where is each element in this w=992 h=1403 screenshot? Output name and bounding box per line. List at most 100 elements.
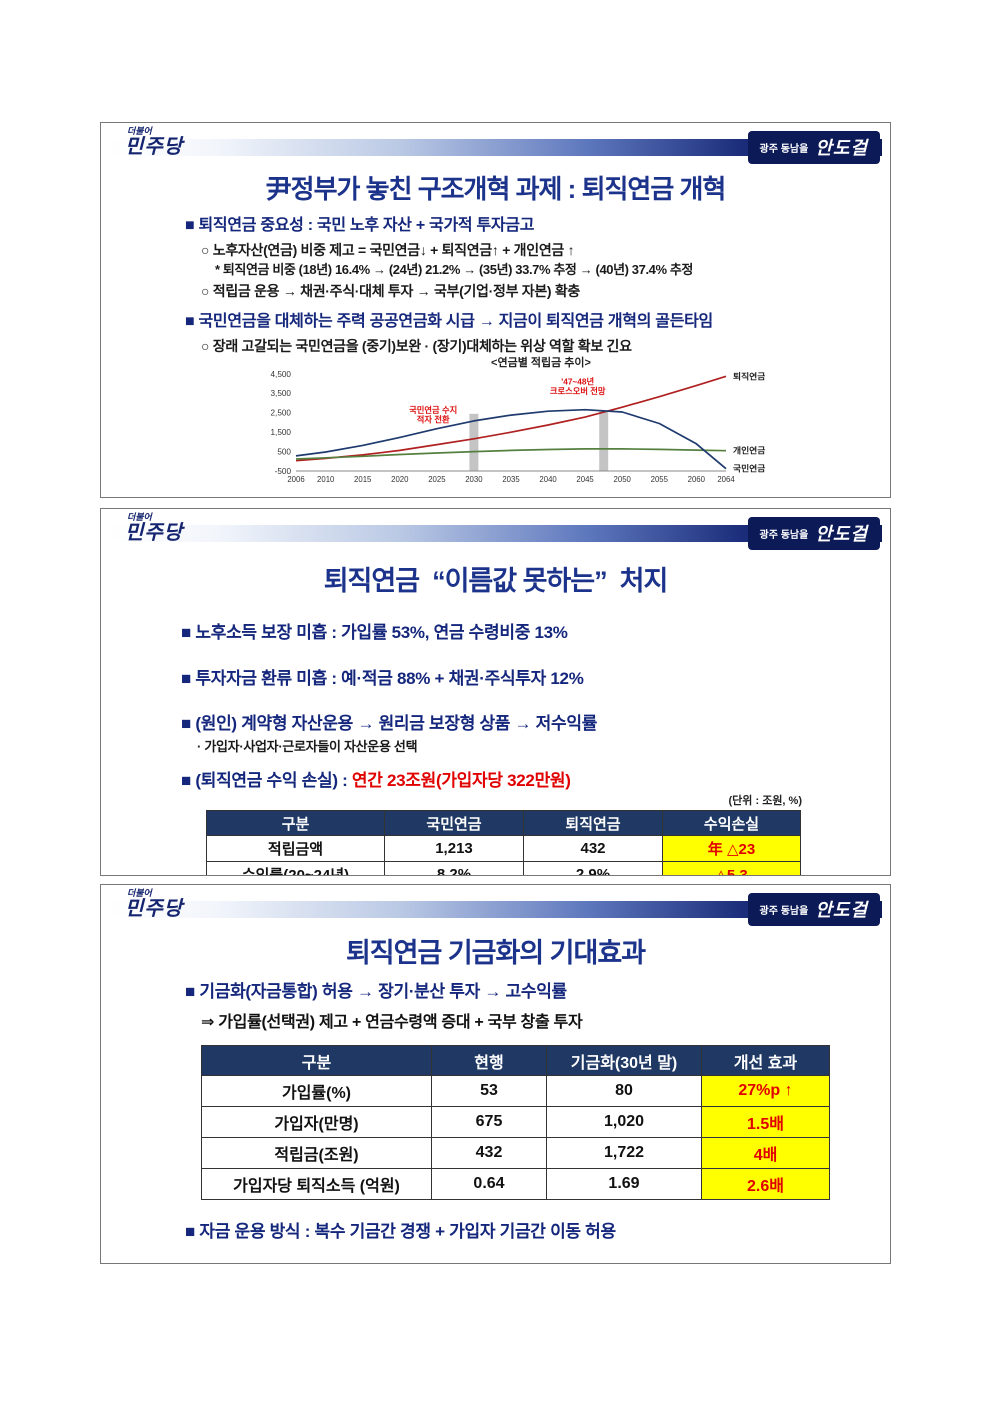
- svg-text:2055: 2055: [651, 475, 669, 484]
- gradient-band: [109, 525, 882, 542]
- svg-text:2030: 2030: [465, 475, 483, 484]
- svg-text:2045: 2045: [576, 475, 594, 484]
- party-logo-small-text: 더불어: [127, 888, 152, 898]
- table-cell-highlight: 4배: [701, 1137, 830, 1170]
- candidate-name: 안도걸: [815, 900, 868, 920]
- table-cell: 432: [523, 835, 663, 863]
- sub-bullet-share-projection: * 퇴직연금 비중 (18년) 16.4% → (24년) 21.2% → (3…: [215, 261, 693, 277]
- gradient-band: [109, 901, 882, 918]
- table-cell: 0.64: [431, 1168, 547, 1201]
- bullet-cause: ■ (원인) 계약형 자산운용 → 원리금 보장형 상품 → 저수익률: [181, 713, 598, 733]
- svg-text:2010: 2010: [317, 475, 335, 484]
- table-header-cell: 현행: [431, 1045, 547, 1077]
- table-header-cell: 국민연금: [384, 810, 524, 837]
- table-cell: 53: [431, 1075, 547, 1108]
- table-cell: 가입자당 퇴직소득 (억원): [201, 1168, 432, 1201]
- table-cell: 675: [431, 1106, 547, 1139]
- party-logo-small-text: 더불어: [127, 126, 152, 136]
- table-cell-highlight: 27%p ↑: [701, 1075, 830, 1108]
- bullet-fundization-effects: ⇒ 가입률(선택권) 제고 + 연금수령액 증대 + 국부 창출 투자: [201, 1014, 583, 1032]
- svg-text:2064: 2064: [717, 475, 735, 484]
- svg-text:2035: 2035: [502, 475, 520, 484]
- sub-bullet-selection: · 가입자·사업자·근로자들이 자산운용 선택: [197, 738, 418, 754]
- slide-1: 더불어 민주당 광주 동남을 안도걸 尹정부가 놓친 구조개혁 과제 : 퇴직연…: [100, 122, 891, 498]
- party-logo: 더불어 민주당: [125, 126, 183, 158]
- table-cell: 80: [546, 1075, 702, 1108]
- district-label: 광주 동남을: [759, 143, 809, 155]
- slide-2: 더불어 민주당 광주 동남을 안도걸 퇴직연금 “이름값 못하는” 처지 ■ 노…: [100, 508, 891, 876]
- table-cell-highlight: 1.5배: [701, 1106, 830, 1139]
- slide3-title: 퇴직연금 기금화의 기대효과: [345, 938, 646, 968]
- sub-bullet-replace-role: ○ 장래 고갈되는 국민연금을 (중기)보완 · (장기)대체하는 위상 역할 …: [201, 337, 632, 354]
- table-header-cell: 퇴직연금: [523, 810, 663, 837]
- loss-table: 구분 국민연금 퇴직연금 수익손실 적립금액 1,213 432 年 △23 수…: [206, 810, 801, 875]
- table-row: 가입률(%) 53 80 27%p ↑: [201, 1075, 830, 1108]
- table-cell: 수익률(20~24년): [206, 861, 385, 875]
- chart-title: <연금별 적립금 추이>: [491, 357, 591, 370]
- sub-bullet-asset-share: ○ 노후자산(연금) 비중 제고 = 국민연금↓ + 퇴직연금↑ + 개인연금 …: [201, 242, 575, 258]
- candidate-nameplate: 광주 동남을 안도걸: [747, 893, 880, 926]
- slide-header: 더불어 민주당 광주 동남을 안도걸: [109, 513, 882, 551]
- slide1-body: ■ 퇴직연금 중요성 : 국민 노후 자산 + 국가적 투자금고 ○ 노후자산(…: [185, 216, 890, 355]
- table-cell: 432: [431, 1137, 547, 1170]
- slide-3: 더불어 민주당 광주 동남을 안도걸 퇴직연금 기금화의 기대효과 ■ 기금화(…: [100, 884, 891, 1264]
- table-cell: 가입자(만명): [201, 1106, 432, 1139]
- slide1-title: 尹정부가 놓친 구조개혁 과제 : 퇴직연금 개혁: [265, 174, 727, 204]
- candidate-nameplate: 광주 동남을 안도걸: [747, 131, 880, 164]
- table-cell: 2.9%: [523, 861, 663, 875]
- table-row: 가입자당 퇴직소득 (억원) 0.64 1.69 2.6배: [201, 1168, 830, 1201]
- pension-chart-block: <연금별 적립금 추이> 4,500 3,500 2,500 1,500 500 -500…: [251, 357, 831, 497]
- table-cell: 적립금(조원): [201, 1137, 432, 1170]
- gradient-band: [109, 139, 882, 156]
- bullet-investment-return: ■ 투자자금 환류 미흡 : 예·적금 88% + 채권·주식투자 12%: [181, 669, 584, 689]
- table-cell-highlight: 2.6배: [701, 1168, 830, 1201]
- table-header-cell: 구분: [201, 1045, 432, 1077]
- svg-text:-500: -500: [275, 467, 292, 476]
- slide-header: 더불어 민주당 광주 동남을 안도걸: [109, 127, 882, 165]
- table-cell: 8.2%: [384, 861, 524, 875]
- table-header-cell: 개선 효과: [701, 1045, 830, 1077]
- table-cell-highlight: △5.3: [662, 861, 801, 875]
- bullet-loss-amount: 연간 23조원(가입자당 322만원): [351, 771, 571, 790]
- svg-text:'47~48년: '47~48년: [561, 377, 594, 387]
- svg-text:2060: 2060: [688, 475, 706, 484]
- party-logo-small-text: 더불어: [127, 512, 152, 522]
- svg-text:4,500: 4,500: [271, 370, 292, 379]
- party-logo-main-text: 민주당: [125, 522, 184, 544]
- table-cell: 가입률(%): [201, 1075, 432, 1108]
- sub-bullet-fund-usage: ○ 적립금 운용 → 채권·주식·대체 투자 → 국부(기업·정부 자본) 확충: [201, 283, 581, 300]
- svg-text:크로스오버 전망: 크로스오버 전망: [550, 386, 606, 396]
- table-header-cell: 구분: [206, 810, 385, 837]
- candidate-nameplate: 광주 동남을 안도걸: [747, 517, 880, 550]
- svg-text:국민연금: 국민연금: [733, 463, 765, 474]
- party-logo: 더불어 민주당: [125, 888, 184, 920]
- table-row: 수익률(20~24년) 8.2% 2.9% △5.3: [206, 861, 801, 875]
- svg-text:2050: 2050: [614, 475, 632, 484]
- effect-table: 구분 현행 기금화(30년 말) 개선 효과 가입률(%) 53 80 27%p…: [201, 1045, 830, 1201]
- chart-footnote: *퇴직연금 수익률 6% 가정: [291, 496, 831, 497]
- svg-text:적자 전환: 적자 전환: [417, 414, 450, 424]
- bullet-golden-time: ■ 국민연금을 대체하는 주력 공공연금화 시급 → 지금이 퇴직연금 개혁의 …: [185, 312, 713, 330]
- district-label: 광주 동남을: [759, 529, 809, 541]
- party-logo: 더불어 민주당: [125, 512, 184, 544]
- bullet-income-security: ■ 노후소득 보장 미흡 : 가입률 53%, 연금 수령비중 13%: [181, 623, 568, 642]
- party-logo-main-text: 민주당: [125, 898, 184, 920]
- table-row: 가입자(만명) 675 1,020 1.5배: [201, 1106, 830, 1139]
- table-header-cell: 기금화(30년 말): [546, 1045, 702, 1077]
- table-header-row: 구분 현행 기금화(30년 말) 개선 효과: [201, 1045, 830, 1077]
- table-cell: 1,213: [384, 835, 524, 863]
- table-cell: 1.69: [546, 1168, 702, 1201]
- svg-text:2,500: 2,500: [271, 409, 292, 418]
- bullet-fund-operation: ■ 자금 운용 방식 : 복수 기금간 경쟁 + 가입자 기금간 이동 허용: [185, 1222, 616, 1242]
- table-cell: 적립금액: [206, 835, 385, 863]
- svg-text:퇴직연금: 퇴직연금: [733, 370, 765, 381]
- table-row: 적립금(조원) 432 1,722 4배: [201, 1137, 830, 1170]
- table-header-row: 구분 국민연금 퇴직연금 수익손실: [206, 810, 801, 837]
- candidate-name: 안도걸: [815, 524, 868, 544]
- district-label: 광주 동남을: [759, 905, 809, 917]
- bullet-loss: ■ (퇴직연금 수익 손실) : 연간 23조원(가입자당 322만원): [181, 770, 890, 791]
- bullet-pension-importance: ■ 퇴직연금 중요성 : 국민 노후 자산 + 국가적 투자금고: [185, 217, 535, 234]
- svg-text:2015: 2015: [354, 475, 372, 484]
- table-cell: 1,722: [546, 1137, 702, 1170]
